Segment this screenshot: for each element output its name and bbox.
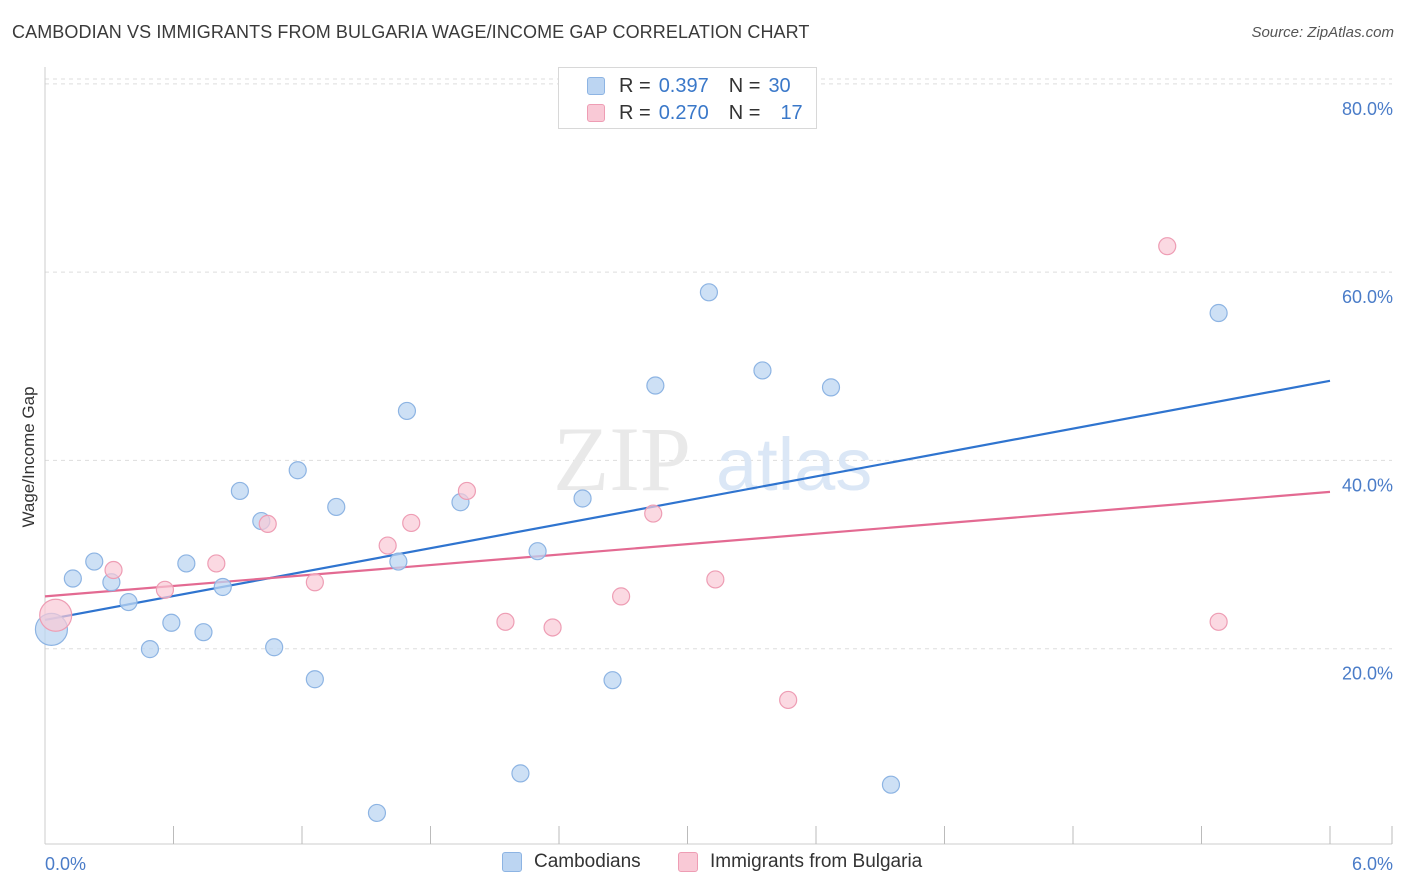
blue-swatch-icon bbox=[587, 77, 605, 95]
cambodian-point bbox=[367, 803, 387, 823]
y-axis-label: Wage/Income Gap bbox=[19, 386, 38, 527]
y-tick-label: 20.0% bbox=[1342, 664, 1393, 684]
legend-n-value: 17 bbox=[780, 101, 803, 124]
cambodian-point bbox=[821, 378, 841, 397]
cambodian-point bbox=[288, 461, 307, 480]
cambodian-point bbox=[389, 552, 408, 571]
bulgaria-point bbox=[496, 612, 515, 631]
cambodian-point bbox=[230, 481, 249, 501]
cambodian-point bbox=[213, 577, 232, 597]
bulgaria-point bbox=[305, 573, 324, 592]
grid-lines bbox=[45, 78, 1392, 650]
cambodian-point bbox=[511, 764, 530, 783]
cambodian-point bbox=[881, 775, 901, 794]
legend-n-value: 30 bbox=[768, 74, 791, 97]
blue-swatch-icon bbox=[502, 852, 522, 872]
bulgaria-point bbox=[543, 618, 562, 637]
bulgaria-point bbox=[706, 570, 725, 589]
cambodian-point bbox=[646, 376, 665, 395]
bulgaria-point bbox=[39, 598, 73, 632]
legend-label-bulgaria: Immigrants from Bulgaria bbox=[710, 851, 923, 872]
cambodian-point bbox=[1209, 303, 1228, 323]
cambodian-point bbox=[140, 640, 160, 659]
pink-swatch-icon bbox=[587, 104, 605, 122]
bulgaria-point bbox=[779, 690, 798, 710]
watermark-zip: ZIP bbox=[553, 408, 691, 510]
legend-r-label: R = bbox=[619, 74, 651, 97]
cambodian-point bbox=[63, 569, 82, 588]
bulgaria-point bbox=[644, 504, 663, 523]
cambodian-point bbox=[119, 592, 138, 612]
zipatlas-watermark: ZIP atlas bbox=[553, 408, 872, 510]
cambodian-point bbox=[305, 670, 324, 689]
bulgaria-point bbox=[207, 554, 226, 573]
y-tick-label: 40.0% bbox=[1342, 475, 1393, 495]
chart-title: CAMBODIAN VS IMMIGRANTS FROM BULGARIA WA… bbox=[12, 22, 810, 42]
legend-n-label: N = bbox=[728, 74, 761, 97]
legend-row-bulgaria: R = 0.270 N = 17 bbox=[587, 101, 803, 125]
cambodian-point bbox=[753, 361, 772, 380]
cambodian-point bbox=[528, 542, 547, 561]
legend-r-label: R = bbox=[619, 101, 651, 124]
y-tick-label: 80.0% bbox=[1342, 99, 1393, 119]
trend-lines bbox=[44, 379, 1331, 622]
cambodian-point bbox=[265, 638, 284, 657]
cambodian-point bbox=[85, 552, 104, 571]
bulgaria-trend-line bbox=[44, 490, 1331, 598]
pink-swatch-icon bbox=[678, 852, 698, 872]
bulgaria-point bbox=[402, 513, 421, 533]
x-tick-label: 6.0% bbox=[1352, 854, 1393, 874]
cambodian-point bbox=[699, 283, 719, 302]
cambodian-point bbox=[162, 613, 181, 632]
legend-item-bulgaria[interactable]: Immigrants from Bulgaria bbox=[678, 851, 922, 873]
bulgaria-point bbox=[612, 587, 631, 606]
cambodian-point bbox=[573, 489, 592, 508]
legend-r-value: 0.397 bbox=[658, 74, 709, 97]
bulgaria-point bbox=[1158, 237, 1177, 256]
legend-label-cambodians: Cambodians bbox=[534, 851, 641, 872]
axes bbox=[44, 67, 1393, 845]
y-tick-label: 60.0% bbox=[1342, 287, 1393, 307]
x-tick-labels: 0.0% 6.0% bbox=[45, 854, 1393, 874]
cambodian-point bbox=[194, 623, 213, 642]
bulgaria-point bbox=[378, 536, 397, 555]
legend-row-cambodians: R = 0.397 N = 30 bbox=[587, 74, 791, 98]
data-points bbox=[34, 237, 1228, 823]
legend-r-value: 0.270 bbox=[658, 101, 709, 124]
bulgaria-point bbox=[155, 580, 175, 599]
bulgaria-point bbox=[258, 514, 277, 534]
bulgaria-point bbox=[104, 560, 123, 580]
y-tick-labels: 20.0% 40.0% 60.0% 80.0% bbox=[1342, 99, 1393, 684]
stats-legend: R = 0.397 N = 30 R = 0.270 N = 17 bbox=[558, 67, 817, 129]
bulgaria-point bbox=[1209, 612, 1228, 631]
cambodian-point bbox=[177, 554, 196, 573]
watermark-atlas: atlas bbox=[716, 423, 872, 506]
cambodian-point bbox=[327, 497, 346, 517]
x-tick-label: 0.0% bbox=[45, 854, 86, 874]
bulgaria-point bbox=[457, 481, 477, 501]
cambodian-point bbox=[397, 401, 417, 421]
cambodian-point bbox=[603, 671, 622, 690]
legend-n-label: N = bbox=[728, 101, 761, 124]
series-legend: Cambodians Immigrants from Bulgaria bbox=[0, 851, 1406, 877]
source-credit: Source: ZipAtlas.com bbox=[1251, 24, 1394, 41]
legend-item-cambodians[interactable]: Cambodians bbox=[502, 851, 641, 873]
